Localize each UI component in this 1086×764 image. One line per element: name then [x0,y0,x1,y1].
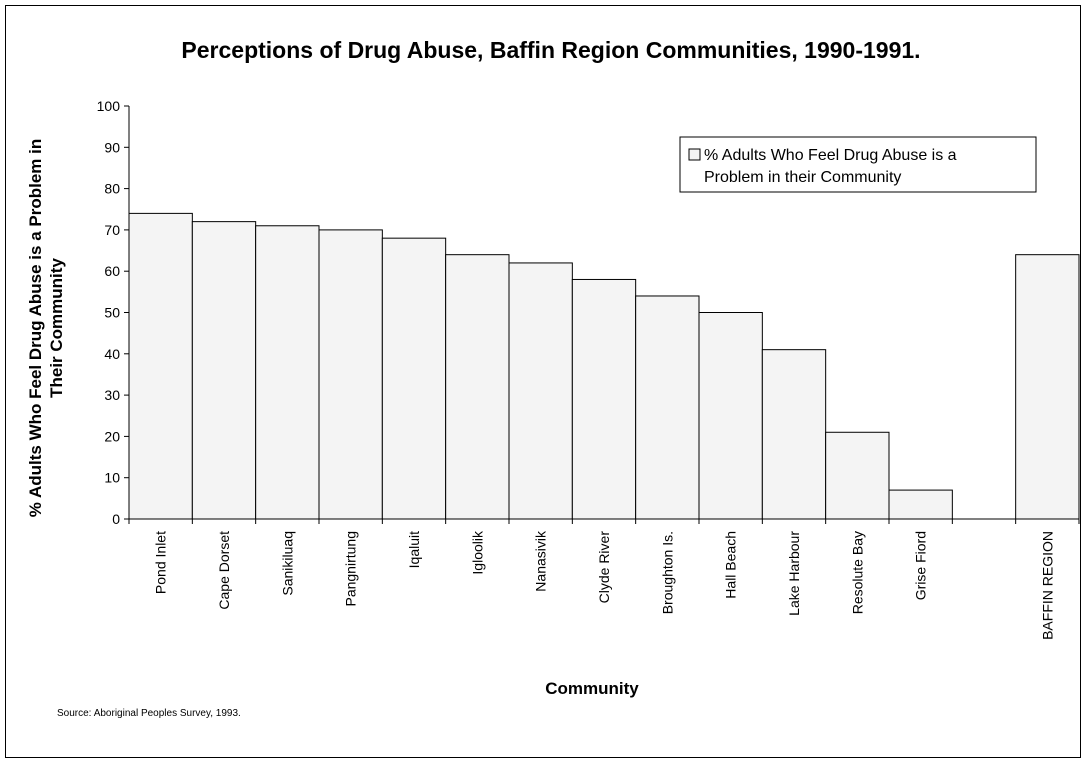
y-tick-label: 50 [104,305,120,321]
bar [318,229,383,520]
y-tick-label: 30 [104,387,120,403]
y-axis-label: % Adults Who Feel Drug Abuse is a Proble… [26,139,66,517]
y-tick-label: 60 [104,263,120,279]
y-tick-label: 80 [104,181,120,197]
legend-box [679,136,1037,193]
y-tick-label: 10 [104,470,120,486]
bar [1015,254,1080,520]
y-tick-label: 40 [104,346,120,362]
category-label: Grise Fiord [913,531,929,600]
category-label: Pangnirtung [343,531,359,607]
bar [698,312,763,520]
bar [761,349,827,520]
category-label: Clyde River [596,531,612,604]
source-note: Source: Aboriginal Peoples Survey, 1993. [57,708,241,719]
category-label: Sanikiluaq [279,531,295,596]
bar [191,221,257,520]
legend: % Adults Who Feel Drug Abuse is a Proble… [679,136,1037,193]
y-tick-label: 0 [112,511,120,527]
bar [508,262,573,520]
category-label: Igloolik [469,530,485,575]
bar [128,212,193,520]
bar [255,225,320,520]
category-labels: Pond Inlet Cape Dorset Sanikiluaq Pangnirtu… [128,519,1080,640]
y-axis-label-line-1: % Adults Who Feel Drug Abuse is a Proble… [26,139,45,517]
legend-label-line-2: Problem in their Community [704,169,901,186]
bar [381,237,447,520]
legend-swatch [688,148,701,161]
category-label: Resolute Bay [849,531,865,614]
bar [445,254,510,520]
category-label: Broughton Is. [659,531,675,614]
y-axis-label-line-2: Their Community [47,258,66,398]
bar [888,489,953,520]
y-tick-label: 20 [104,428,120,444]
bars [128,212,1080,520]
y-tick-label: 70 [104,222,120,238]
category-label: Pond Inlet [153,531,169,594]
y-axis-ticks: 0 10 20 30 40 50 60 70 80 90 100 [97,98,129,527]
bar [635,295,700,520]
bar [825,431,890,520]
chart: Perceptions of Drug Abuse, Baffin Region… [26,37,1080,719]
chart-frame: Perceptions of Drug Abuse, Baffin Region… [5,5,1081,758]
y-tick-label: 100 [97,98,121,114]
y-tick-label: 90 [104,139,120,155]
legend-label-line-1: % Adults Who Feel Drug Abuse is a [704,147,957,164]
category-label: Iqaluit [406,531,422,568]
bar [571,278,637,520]
category-label: Nanasivik [533,530,549,592]
category-label: Lake Harbour [786,531,802,616]
x-axis-label: Community [545,679,639,698]
category-label: Cape Dorset [216,531,232,610]
category-label: BAFFIN REGION [1039,531,1055,640]
category-label: Hall Beach [723,531,739,599]
chart-title: Perceptions of Drug Abuse, Baffin Region… [181,37,920,63]
